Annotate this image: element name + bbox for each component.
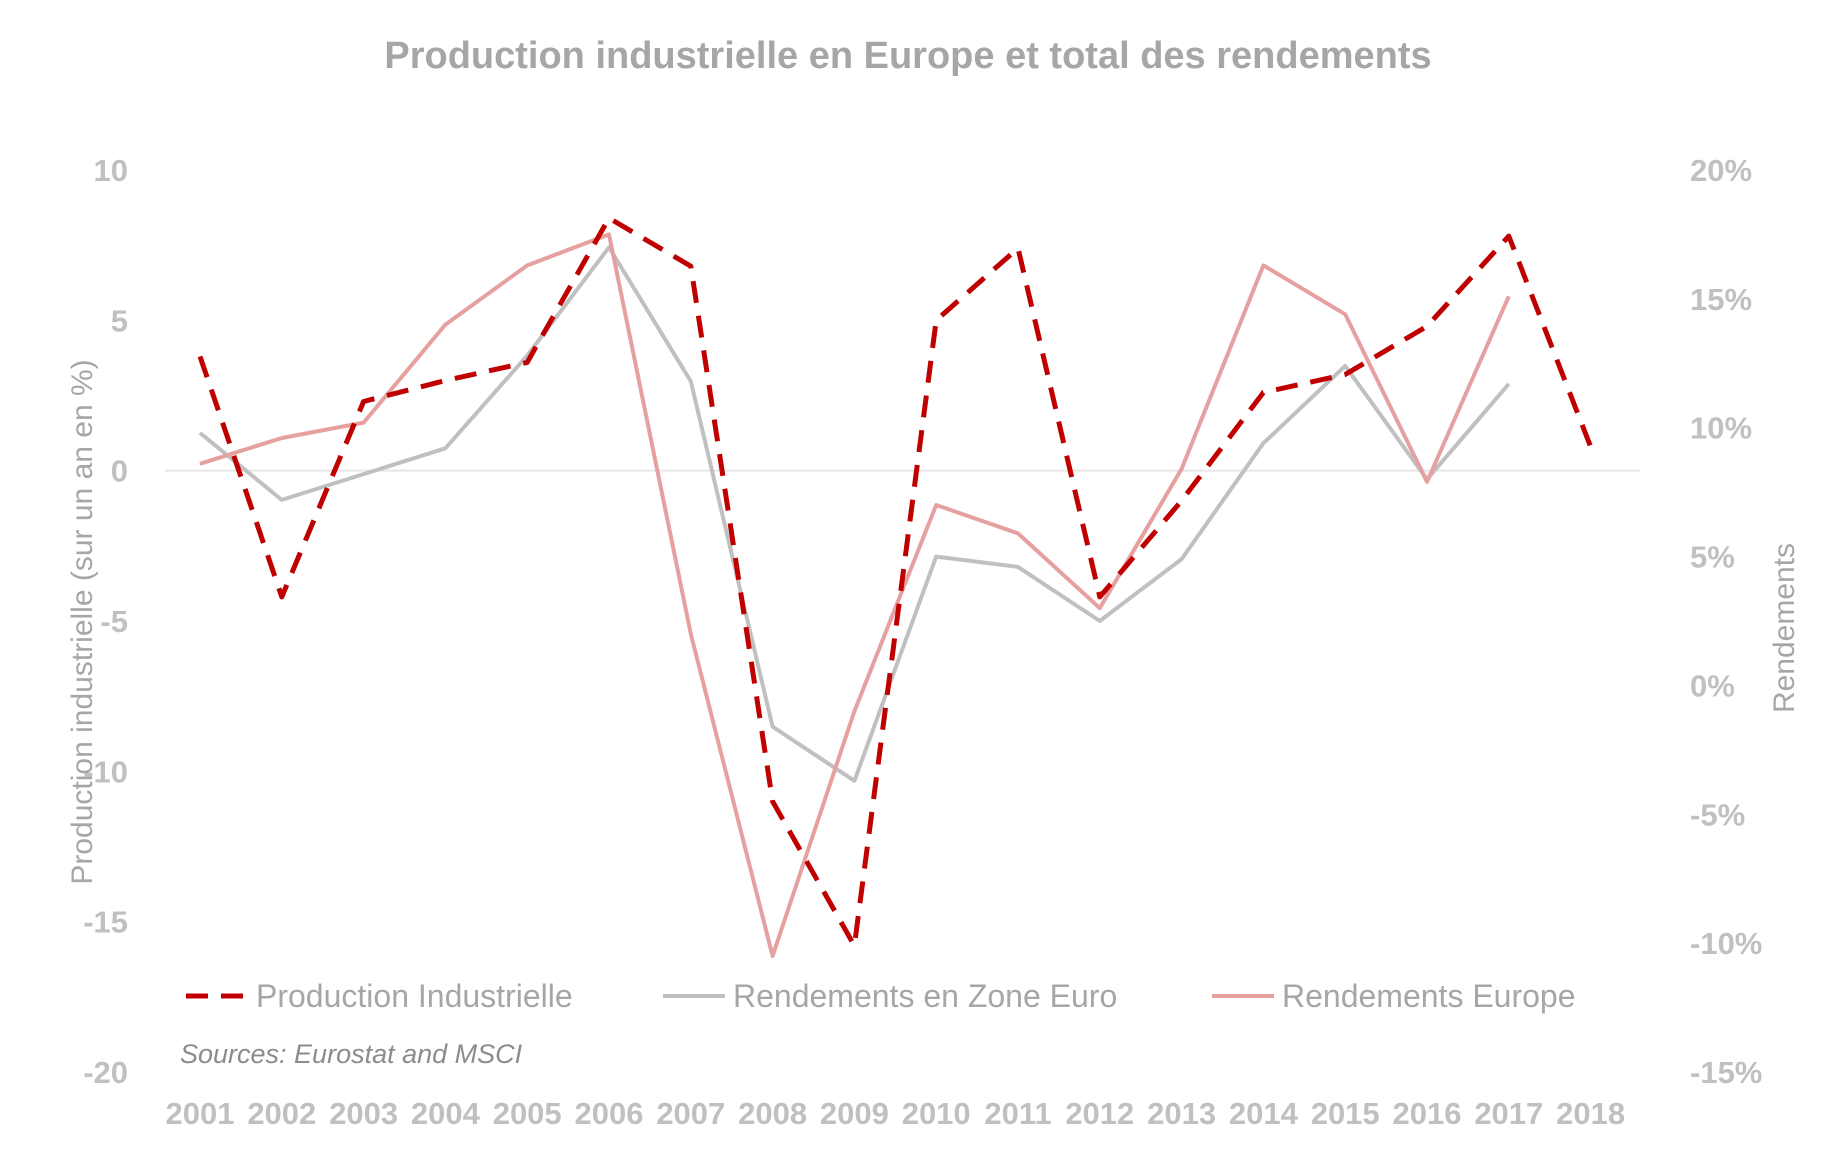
x-tick-label: 2012 xyxy=(1065,1096,1134,1131)
source-note: Sources: Eurostat and MSCI xyxy=(180,1039,523,1069)
series-line-2 xyxy=(199,232,1511,958)
left-axis-title: Production industrielle (sur un an en %) xyxy=(66,359,99,884)
right-tick-label: 20% xyxy=(1690,153,1752,188)
left-tick-label: -5 xyxy=(100,604,128,639)
x-tick-label: 2015 xyxy=(1311,1096,1380,1131)
right-tick-label: -5% xyxy=(1690,797,1745,832)
x-tick-label: 2010 xyxy=(902,1096,971,1131)
right-tick-label: 10% xyxy=(1690,411,1752,446)
legend-label-0: Production Industrielle xyxy=(256,978,573,1014)
legend-label-2: Rendements Europe xyxy=(1282,978,1576,1014)
right-tick-label: -15% xyxy=(1690,1055,1762,1090)
x-tick-label: 2008 xyxy=(738,1096,807,1131)
left-tick-label: -20 xyxy=(83,1055,128,1090)
series-line-0 xyxy=(197,215,1593,949)
x-tick-label: 2006 xyxy=(575,1096,644,1131)
x-tick-label: 2004 xyxy=(411,1096,481,1131)
left-axis-ticks: 10 5 0 -5 -10 -15 -20 xyxy=(83,153,128,1090)
left-tick-label: 10 xyxy=(94,153,128,188)
right-tick-label: 0% xyxy=(1690,668,1735,703)
series-line-1 xyxy=(198,245,1511,783)
x-tick-label: 2013 xyxy=(1147,1096,1216,1131)
x-tick-label: 2001 xyxy=(166,1096,235,1131)
x-tick-label: 2011 xyxy=(984,1096,1051,1131)
x-tick-label: 2017 xyxy=(1474,1096,1543,1131)
x-tick-label: 2005 xyxy=(493,1096,562,1131)
x-tick-label: 2014 xyxy=(1229,1096,1299,1131)
right-tick-label: -10% xyxy=(1690,926,1762,961)
left-tick-label: -10 xyxy=(83,754,128,789)
x-axis-ticks: 2001 2002 2003 2004 2005 2006 2007 2008 2009 2010… xyxy=(166,1096,1626,1131)
x-tick-label: 2016 xyxy=(1393,1096,1462,1131)
left-tick-label: 0 xyxy=(111,454,128,489)
right-axis-ticks: 20% 15% 10% 5% 0% -5% -10% -15% xyxy=(1690,153,1762,1090)
series-layer xyxy=(197,215,1593,958)
legend: Production Industrielle Rendements en Zon… xyxy=(186,978,1576,1014)
x-tick-label: 2002 xyxy=(247,1096,316,1131)
chart-title: Production industrielle en Europe et tot… xyxy=(384,35,1431,77)
x-tick-label: 2007 xyxy=(656,1096,725,1131)
right-tick-label: 5% xyxy=(1690,540,1735,575)
right-axis-title: Rendements xyxy=(1768,543,1801,713)
legend-label-1: Rendements en Zone Euro xyxy=(733,978,1117,1014)
left-tick-label: 5 xyxy=(111,303,128,338)
x-tick-label: 2018 xyxy=(1556,1096,1625,1131)
x-tick-label: 2003 xyxy=(329,1096,398,1131)
left-tick-label: -15 xyxy=(83,905,128,940)
right-tick-label: 15% xyxy=(1690,282,1752,317)
x-tick-label: 2009 xyxy=(820,1096,889,1131)
